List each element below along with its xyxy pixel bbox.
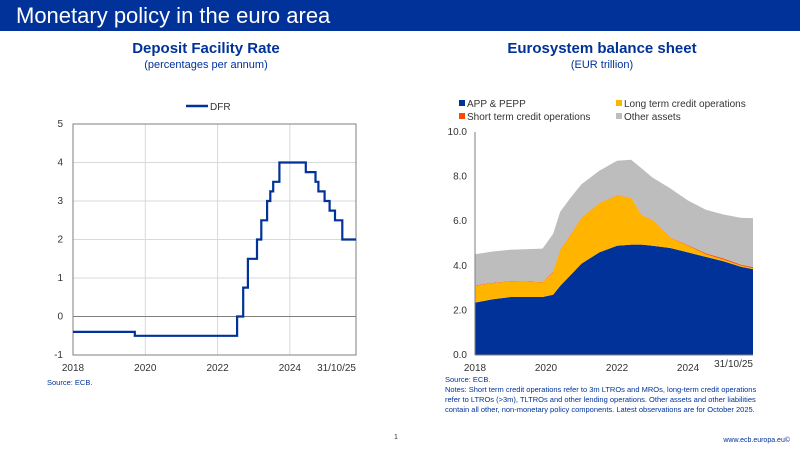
dfr-y-tick-label: -1: [54, 350, 63, 361]
dfr-x-tick-label: 31/10/25: [317, 363, 356, 374]
page-number: 1: [394, 434, 398, 441]
balance-legend-label: Short term credit operations: [467, 112, 590, 123]
dfr-y-tick-label: 1: [57, 273, 63, 284]
balance-chart-subtitle: (EUR trillion): [570, 59, 634, 71]
page-title: Monetary policy in the euro area: [16, 3, 331, 28]
balance-x-tick-label: 2022: [606, 363, 629, 374]
balance-legend-swatch: [459, 100, 465, 106]
balance-sheet-chart: 10.0 8.0 6.0 4.0 2.0 0.0 2018 2020 2022 2024 31/10…: [448, 99, 754, 374]
footer-url[interactable]: www.ecb.europa.eu©: [723, 437, 790, 444]
dfr-legend-label: DFR: [210, 102, 231, 113]
balance-legend-swatch: [459, 113, 465, 119]
balance-area-3: [475, 159, 753, 286]
dfr-x-tick-label: 2024: [279, 363, 302, 374]
balance-source: Source: ECB.: [445, 375, 491, 384]
balance-y-tick-label: 4.0: [453, 261, 467, 272]
balance-y-tick-label: 0.0: [453, 350, 467, 361]
dfr-chart-title: Deposit Facility Rate: [132, 40, 280, 57]
dfr-x-tick-label: 2018: [62, 363, 85, 374]
balance-x-tick-label: 31/10/25: [714, 359, 753, 370]
balance-legend-label: Long term credit operations: [624, 99, 746, 110]
balance-y-tick-label: 10.0: [448, 127, 468, 138]
balance-y-tick-label: 6.0: [453, 216, 467, 227]
dfr-y-tick-label: 4: [57, 158, 63, 169]
balance-area-1: [475, 195, 753, 303]
balance-chart-title: Eurosystem balance sheet: [507, 40, 697, 57]
balance-legend-swatch: [616, 113, 622, 119]
balance-y-tick-label: 2.0: [453, 305, 467, 316]
dfr-x-tick-label: 2022: [206, 363, 229, 374]
dfr-y-tick-label: 0: [57, 312, 63, 323]
balance-legend-label: Other assets: [624, 112, 681, 123]
dfr-y-tick-label: 2: [57, 235, 63, 246]
balance-area-0: [475, 244, 753, 355]
dfr-y-tick-label: 5: [57, 119, 63, 130]
dfr-chart: 5 4 3 2 1 0 -1 2018 2020 2022 2024 31/10/25 DFR: [54, 102, 357, 374]
balance-legend-swatch: [616, 100, 622, 106]
balance-notes: Notes: Short term credit operations refe…: [445, 385, 757, 414]
dfr-series-line: [73, 161, 356, 337]
dfr-source: Source: ECB.: [47, 378, 93, 387]
dfr-y-tick-label: 3: [57, 196, 63, 207]
dfr-chart-subtitle: (percentages per annum): [144, 59, 268, 71]
balance-y-tick-label: 8.0: [453, 172, 467, 183]
balance-x-tick-label: 2018: [464, 363, 487, 374]
balance-legend-label: APP & PEPP: [467, 99, 526, 110]
header-banner: Monetary policy in the euro area: [0, 0, 800, 31]
balance-x-tick-label: 2024: [677, 363, 700, 374]
balance-x-tick-label: 2020: [535, 363, 558, 374]
dfr-x-tick-label: 2020: [134, 363, 157, 374]
